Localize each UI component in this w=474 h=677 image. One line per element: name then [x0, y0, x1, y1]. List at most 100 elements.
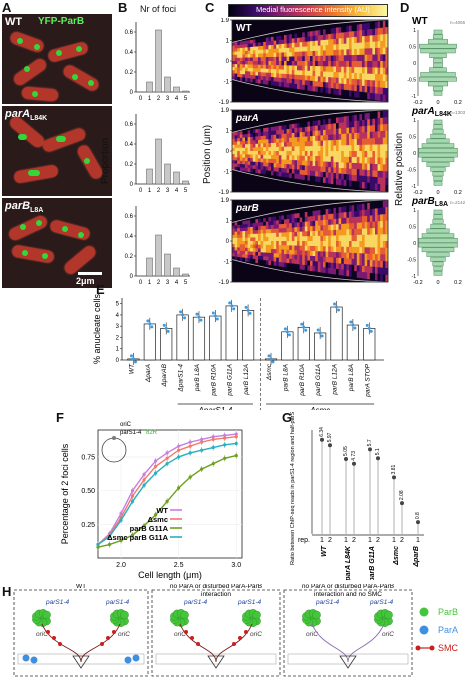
kymograph-cell [247, 137, 251, 141]
kymograph-cell [356, 114, 360, 121]
kymograph-cell [320, 76, 324, 83]
panel-d-bin [432, 129, 444, 134]
kymograph-cell [338, 72, 342, 79]
panel-e-point [349, 320, 353, 324]
kymograph-cell [255, 248, 259, 253]
kymograph-cell [364, 48, 368, 56]
kymograph-cell [299, 42, 303, 48]
kymograph-cell [369, 247, 373, 255]
kymograph-cell [239, 231, 243, 235]
kymograph-cell [247, 43, 251, 48]
kymograph-cell [333, 117, 337, 124]
kymograph-cell [278, 228, 282, 233]
kymograph-cell [304, 85, 308, 91]
panel-d-bin [426, 138, 450, 144]
kymograph-cell [315, 120, 319, 126]
kymograph-cell [289, 128, 293, 134]
panel-e-point [283, 327, 287, 331]
kymograph-cell [252, 64, 256, 69]
kymograph-cell [255, 57, 259, 62]
kymograph-cell [315, 71, 319, 77]
kymograph-cell [343, 61, 347, 68]
kymograph-ytick-label: 0 [226, 149, 230, 155]
kymograph-cell [317, 61, 321, 67]
kymograph-cell [302, 212, 306, 218]
kymograph-cell [343, 246, 347, 253]
kymograph-cell [286, 241, 290, 246]
kymograph-cell [310, 245, 313, 252]
kymograph-cell [362, 222, 365, 229]
kymograph-cell [375, 183, 378, 191]
kymograph-cell [312, 125, 316, 132]
kymograph-cell [281, 35, 285, 40]
kymograph-cell [232, 141, 235, 146]
kymograph-cell [239, 44, 243, 49]
kymograph-cell [325, 225, 329, 231]
kymograph-cell [286, 56, 290, 62]
panel-b-bar [164, 163, 171, 185]
kymograph-cell [232, 157, 235, 161]
kymograph-cell [237, 234, 241, 239]
kymograph-cell [338, 263, 342, 270]
kymograph-cell [377, 131, 381, 139]
kymograph-cell [252, 129, 256, 134]
panel-d-ytick-label: 0 [413, 241, 416, 247]
kymograph-cell [242, 61, 246, 65]
kymograph-cell [338, 55, 342, 62]
kymograph-cell [312, 235, 316, 242]
kymograph-cell [380, 170, 384, 178]
kymograph-cell [281, 245, 285, 250]
panel-d-bin [426, 252, 450, 257]
kymograph-cell [302, 146, 306, 152]
kymograph-cell [317, 45, 321, 52]
kymograph-cell [281, 219, 285, 225]
panel-e-point [183, 316, 187, 320]
kymograph-cell [349, 127, 352, 134]
kymograph-cell [273, 216, 277, 221]
kymograph-cell [380, 131, 384, 139]
kymograph-cell [369, 125, 373, 133]
kymograph-cell [263, 135, 267, 140]
kymograph-cell [232, 253, 235, 257]
kymograph-cell [341, 156, 345, 163]
kymograph-cell [369, 176, 373, 184]
kymograph-cell [315, 256, 319, 262]
kymograph-cell [294, 137, 298, 143]
kymograph-cell [234, 222, 238, 226]
kymograph-cell [299, 70, 303, 76]
kymograph-cell [271, 216, 274, 222]
kymograph-cell [364, 253, 368, 261]
kymograph-cell [276, 228, 280, 234]
kymograph-cell [362, 234, 365, 242]
kymograph-cell [359, 132, 363, 140]
kymograph-cell [268, 248, 272, 254]
panel-d-ytick-label: -1 [412, 184, 417, 190]
kymograph-cell [359, 144, 363, 152]
panel-f-point [130, 533, 135, 537]
kymograph-cell [372, 138, 376, 145]
kymograph-cell [265, 147, 269, 152]
kymograph-cell [354, 234, 358, 242]
kymograph-cell [291, 65, 295, 71]
kymograph-cell [234, 61, 238, 65]
kymograph-cell [367, 138, 371, 145]
kymograph-cell [310, 31, 313, 37]
kymograph-cell [325, 55, 329, 62]
kymograph-cell [346, 211, 350, 218]
kymograph-cell [333, 44, 337, 51]
kymograph-cell [372, 228, 376, 235]
kymograph-cell [320, 124, 324, 131]
kymograph-cell [325, 251, 329, 258]
kymograph-cell [343, 37, 347, 44]
kymograph-cell [255, 68, 259, 73]
kymograph-cell [281, 146, 285, 152]
kymograph-cell [281, 236, 285, 242]
kymograph-cell [330, 151, 334, 157]
kymograph-cell [356, 67, 360, 74]
kymograph-cell [356, 259, 360, 266]
kymograph-cell [351, 121, 355, 128]
kymograph-cell [278, 73, 282, 79]
panel-d-count: n=4065 [450, 20, 466, 25]
kymograph-cell [349, 270, 352, 277]
kymograph-cell [375, 118, 378, 126]
